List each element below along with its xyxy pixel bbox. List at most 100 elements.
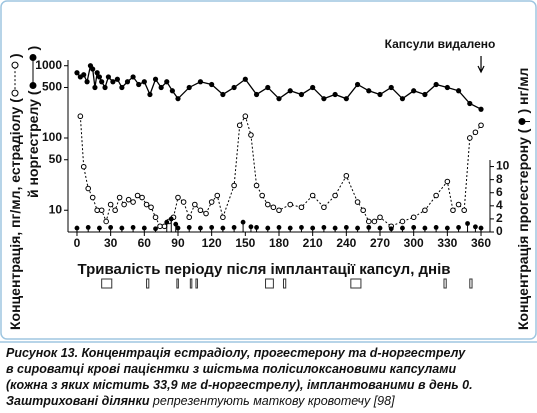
y2-axis-label: Концентрація прогестерону () нг/мл <box>515 68 531 330</box>
point <box>343 172 350 179</box>
point <box>114 76 120 82</box>
y2-tick-label: 0 <box>496 224 503 238</box>
x-tick-label: 330 <box>437 236 457 250</box>
point <box>310 225 316 231</box>
y-tick-label: 50 <box>49 152 63 166</box>
point <box>214 192 221 199</box>
bleeding-mark <box>195 278 198 289</box>
point <box>253 91 260 98</box>
bleeding-mark <box>350 278 362 289</box>
point <box>130 225 136 230</box>
point <box>139 194 145 201</box>
point <box>125 196 132 203</box>
point <box>240 219 246 225</box>
y2-tick-label: 2 <box>496 211 503 225</box>
point <box>157 223 163 230</box>
point <box>455 88 462 94</box>
point <box>168 216 174 222</box>
point <box>136 81 142 88</box>
series-line <box>76 64 482 110</box>
point <box>270 204 277 211</box>
point <box>248 132 254 138</box>
point <box>130 74 136 80</box>
y2-tick-label: 8 <box>496 172 503 186</box>
point <box>112 207 118 214</box>
point <box>321 204 327 211</box>
point <box>399 218 406 225</box>
point <box>299 225 304 230</box>
point <box>175 194 181 201</box>
point <box>354 199 361 205</box>
point <box>143 201 150 208</box>
point <box>116 194 123 201</box>
point <box>410 214 417 221</box>
point <box>74 70 80 76</box>
point <box>94 70 100 76</box>
point <box>98 207 105 214</box>
point <box>242 76 248 82</box>
y-axis-label: й норгестрелу () <box>25 46 41 198</box>
point <box>276 225 282 230</box>
point <box>108 225 114 230</box>
point <box>169 88 175 94</box>
x-tick-label: 0 <box>74 236 81 250</box>
point <box>148 204 154 211</box>
point <box>450 207 456 214</box>
point <box>242 113 249 120</box>
point <box>220 225 226 231</box>
bleeding-mark <box>443 278 447 289</box>
point <box>105 74 112 80</box>
point <box>467 100 473 107</box>
point <box>90 66 96 72</box>
bleeding-mark <box>101 278 113 289</box>
point <box>371 218 378 225</box>
y2-axis-label-text: ) нг/мл <box>515 68 531 114</box>
y-axis-label-text: й норгестрелу ( <box>25 90 41 198</box>
point <box>198 225 203 231</box>
x-tick-label: 150 <box>235 236 255 250</box>
point <box>92 84 98 91</box>
point <box>248 224 254 230</box>
y-tick-label: 100 <box>42 130 62 144</box>
point <box>254 225 259 230</box>
bleeding-mark <box>146 278 150 289</box>
point <box>422 207 428 214</box>
point <box>455 201 462 208</box>
point <box>461 207 467 214</box>
bleeding-mark <box>282 278 287 289</box>
point <box>377 91 383 98</box>
point <box>119 225 125 231</box>
point <box>399 96 406 102</box>
point <box>355 225 360 231</box>
point <box>81 72 87 78</box>
point <box>186 214 193 221</box>
point <box>276 96 282 102</box>
point <box>422 91 428 98</box>
point <box>332 91 338 98</box>
point <box>478 106 484 112</box>
point <box>84 79 90 85</box>
point <box>161 223 168 230</box>
point <box>365 218 372 225</box>
point <box>411 88 417 94</box>
point <box>203 210 209 217</box>
point <box>94 207 100 214</box>
y-axis-label-text: ) <box>25 46 41 51</box>
point <box>366 225 372 230</box>
point <box>433 81 439 88</box>
point <box>332 225 338 231</box>
y-axis-label-text: ) <box>7 53 23 58</box>
legend-marker <box>29 53 37 61</box>
point <box>287 225 293 231</box>
point <box>343 225 349 230</box>
point <box>298 204 305 211</box>
point <box>321 225 327 230</box>
point <box>465 221 470 226</box>
y-tick-label: 10 <box>49 202 63 216</box>
point <box>103 218 109 225</box>
point <box>110 79 116 85</box>
point <box>265 225 271 231</box>
y-tick-label: 1000 <box>35 58 62 72</box>
point <box>400 225 405 231</box>
annotation-arrow <box>477 56 485 74</box>
